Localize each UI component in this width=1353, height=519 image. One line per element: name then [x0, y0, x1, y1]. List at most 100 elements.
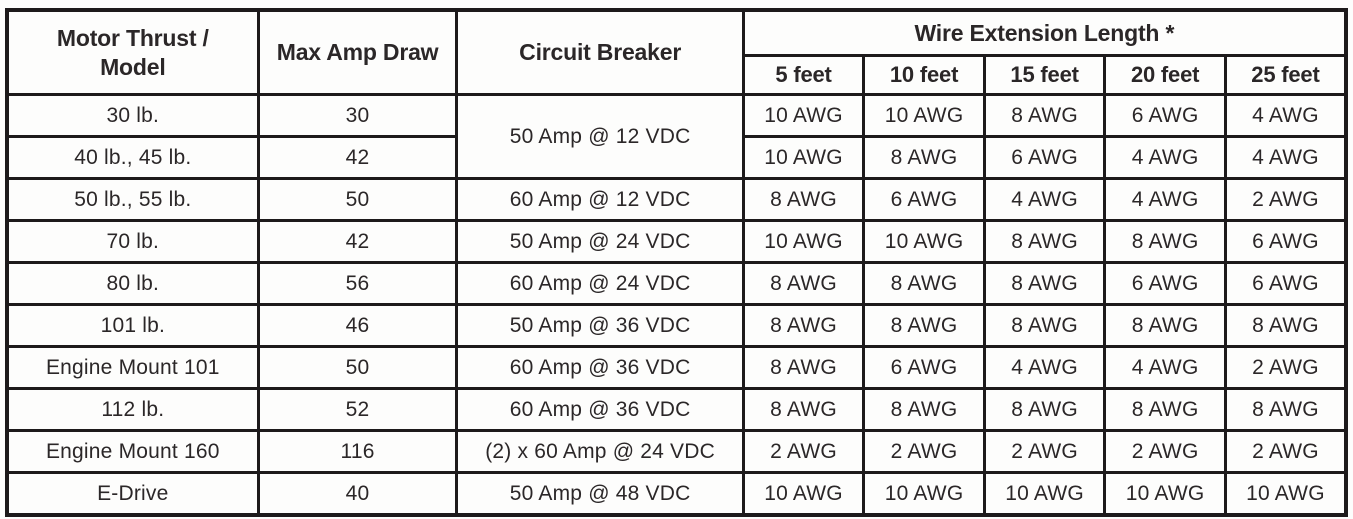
- cell-max-amp: 42: [256, 135, 459, 180]
- cell-max-amp: 56: [256, 261, 459, 306]
- cell-circuit-breaker: 60 Amp @ 36 VDC: [455, 387, 745, 432]
- cell-model: 80 lb.: [5, 261, 260, 306]
- cell-circuit-breaker: 50 Amp @ 12 VDC: [455, 93, 745, 180]
- cell-awg-15ft: 4 AWG: [982, 177, 1107, 222]
- cell-circuit-breaker: 60 Amp @ 12 VDC: [455, 177, 745, 222]
- cell-awg-15ft: 8 AWG: [982, 261, 1107, 306]
- cell-awg-10ft: 8 AWG: [862, 303, 986, 348]
- cell-awg-5ft: 10 AWG: [741, 219, 866, 264]
- wire-gauge-table: Motor Thrust / Model Max Amp Draw Circui…: [5, 8, 1348, 517]
- header-row-feet: 5 feet 10 feet 15 feet 20 feet 25 feet: [7, 54, 1348, 96]
- cell-max-amp: 46: [256, 303, 459, 348]
- cell-model: Engine Mount 160: [5, 429, 260, 474]
- cell-max-amp: 50: [256, 345, 459, 390]
- cell-max-amp: 40: [256, 471, 459, 517]
- cell-max-amp: 42: [256, 219, 459, 264]
- cell-awg-15ft: 8 AWG: [982, 303, 1107, 348]
- cell-awg-15ft: 4 AWG: [982, 345, 1107, 390]
- cell-model: 50 lb., 55 lb.: [5, 177, 260, 222]
- cell-awg-5ft: 8 AWG: [741, 345, 866, 390]
- cell-model: 30 lb.: [5, 93, 260, 138]
- table-row: 112 lb. 52 60 Amp @ 36 VDC 8 AWG 8 AWG 8…: [5, 387, 1348, 432]
- cell-awg-25ft: 2 AWG: [1223, 177, 1348, 222]
- col-header-motor-thrust-model: Motor Thrust / Model: [5, 8, 260, 96]
- cell-awg-15ft: 8 AWG: [982, 219, 1107, 264]
- cell-awg-15ft: 8 AWG: [982, 387, 1107, 432]
- cell-awg-10ft: 6 AWG: [862, 177, 986, 222]
- cell-awg-20ft: 6 AWG: [1103, 93, 1227, 138]
- header-motor-line2: Model: [100, 53, 166, 80]
- table-row: 101 lb. 46 50 Amp @ 36 VDC 8 AWG 8 AWG 8…: [5, 303, 1348, 348]
- col-header-15-feet: 15 feet: [982, 54, 1107, 96]
- cell-awg-25ft: 8 AWG: [1223, 303, 1348, 348]
- cell-awg-10ft: 6 AWG: [862, 345, 986, 390]
- cell-awg-10ft: 8 AWG: [862, 135, 986, 180]
- cell-awg-20ft: 8 AWG: [1103, 387, 1227, 432]
- table-row: 50 lb., 55 lb. 50 60 Amp @ 12 VDC 8 AWG …: [5, 177, 1348, 222]
- cell-awg-20ft: 2 AWG: [1103, 429, 1227, 474]
- col-header-5-feet: 5 feet: [741, 54, 866, 96]
- col-header-20-feet: 20 feet: [1103, 54, 1227, 96]
- cell-awg-5ft: 10 AWG: [741, 135, 866, 180]
- cell-awg-20ft: 8 AWG: [1103, 219, 1227, 264]
- cell-awg-20ft: 4 AWG: [1103, 177, 1227, 222]
- cell-awg-20ft: 6 AWG: [1103, 261, 1227, 306]
- cell-circuit-breaker: 50 Amp @ 48 VDC: [455, 471, 745, 517]
- cell-awg-5ft: 8 AWG: [741, 303, 866, 348]
- cell-awg-25ft: 4 AWG: [1223, 135, 1348, 180]
- cell-awg-5ft: 8 AWG: [741, 177, 866, 222]
- cell-max-amp: 116: [256, 429, 459, 474]
- table-row: Engine Mount 160 116 (2) x 60 Amp @ 24 V…: [5, 429, 1348, 474]
- cell-awg-5ft: 10 AWG: [741, 93, 866, 138]
- col-header-circuit-breaker: Circuit Breaker: [455, 8, 745, 96]
- cell-awg-20ft: 4 AWG: [1103, 345, 1227, 390]
- cell-awg-25ft: 10 AWG: [1223, 471, 1348, 517]
- cell-model: 112 lb.: [5, 387, 260, 432]
- table-row: E-Drive 40 50 Amp @ 48 VDC 10 AWG 10 AWG…: [5, 471, 1348, 517]
- cell-awg-10ft: 10 AWG: [862, 93, 986, 138]
- cell-awg-5ft: 2 AWG: [741, 429, 866, 474]
- cell-circuit-breaker: (2) x 60 Amp @ 24 VDC: [455, 429, 745, 474]
- cell-model: Engine Mount 101: [5, 345, 260, 390]
- cell-model: 40 lb., 45 lb.: [5, 135, 260, 180]
- cell-awg-15ft: 6 AWG: [982, 135, 1107, 180]
- cell-model: 101 lb.: [5, 303, 260, 348]
- cell-awg-25ft: 2 AWG: [1223, 345, 1348, 390]
- cell-max-amp: 30: [256, 93, 459, 138]
- header-row-top: Motor Thrust / Model Max Amp Draw Circui…: [5, 8, 1348, 96]
- table-row: Engine Mount 101 50 60 Amp @ 36 VDC 8 AW…: [5, 345, 1348, 390]
- cell-max-amp: 50: [256, 177, 459, 222]
- table-row: 40 lb., 45 lb. 42 10 AWG 8 AWG 6 AWG 4 A…: [5, 135, 1348, 180]
- table-row: 30 lb. 30 50 Amp @ 12 VDC 10 AWG 10 AWG …: [5, 93, 1348, 180]
- cell-model: 70 lb.: [5, 219, 260, 264]
- cell-awg-25ft: 6 AWG: [1223, 219, 1348, 264]
- cell-max-amp: 52: [256, 387, 459, 432]
- cell-model: E-Drive: [5, 471, 260, 517]
- cell-awg-10ft: 10 AWG: [862, 219, 986, 264]
- table-row: 80 lb. 56 60 Amp @ 24 VDC 8 AWG 8 AWG 8 …: [5, 261, 1348, 306]
- cell-awg-25ft: 2 AWG: [1223, 429, 1348, 474]
- cell-awg-15ft: 2 AWG: [982, 429, 1107, 474]
- cell-awg-10ft: 2 AWG: [862, 429, 986, 474]
- cell-awg-10ft: 8 AWG: [862, 387, 986, 432]
- cell-awg-20ft: 4 AWG: [1103, 135, 1227, 180]
- cell-awg-5ft: 8 AWG: [741, 387, 866, 432]
- cell-awg-20ft: 8 AWG: [1103, 303, 1227, 348]
- cell-awg-5ft: 10 AWG: [741, 471, 866, 517]
- col-header-wire-extension-length: Wire Extension Length *: [741, 8, 1348, 57]
- cell-awg-10ft: 10 AWG: [862, 471, 986, 517]
- cell-awg-5ft: 8 AWG: [741, 261, 866, 306]
- cell-circuit-breaker: 50 Amp @ 24 VDC: [455, 219, 745, 264]
- cell-awg-10ft: 8 AWG: [862, 261, 986, 306]
- cell-awg-25ft: 8 AWG: [1223, 387, 1348, 432]
- cell-circuit-breaker: 60 Amp @ 36 VDC: [455, 345, 745, 390]
- cell-awg-15ft: 8 AWG: [982, 93, 1107, 138]
- table-row: 70 lb. 42 50 Amp @ 24 VDC 10 AWG 10 AWG …: [5, 219, 1348, 264]
- cell-circuit-breaker: 50 Amp @ 36 VDC: [455, 303, 745, 348]
- cell-circuit-breaker: 60 Amp @ 24 VDC: [455, 261, 745, 306]
- cell-awg-25ft: 4 AWG: [1223, 93, 1348, 138]
- cell-awg-20ft: 10 AWG: [1103, 471, 1227, 517]
- col-header-max-amp-draw: Max Amp Draw: [256, 8, 459, 96]
- cell-awg-25ft: 6 AWG: [1223, 261, 1348, 306]
